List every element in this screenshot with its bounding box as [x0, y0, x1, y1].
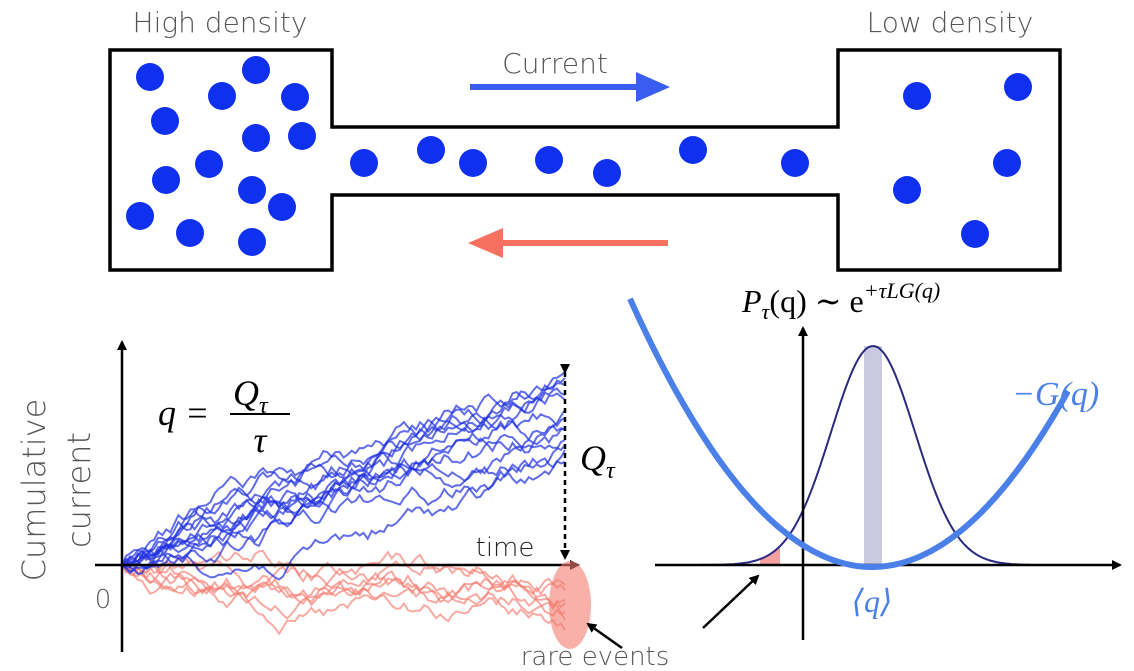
- formula-numerator: Qτ: [233, 373, 269, 419]
- diagram: High density Low density Current Cumulat…: [0, 0, 1134, 671]
- particle: [238, 228, 266, 256]
- delta-sub: τ: [606, 458, 616, 484]
- particle: [459, 149, 487, 177]
- particle: [238, 176, 266, 204]
- particle: [136, 63, 164, 91]
- tail-arrow: [703, 576, 758, 628]
- distribution-label: Pτ(q) ∼ e+τLG(q): [741, 278, 940, 324]
- dist-sup: +τLG(q): [864, 278, 941, 303]
- rare-events-label: rare events: [521, 642, 670, 671]
- formula-q: Q: [233, 373, 259, 413]
- rare-event-region: [549, 561, 591, 649]
- mean-band: [864, 346, 882, 565]
- y-label-1: Cumulative: [15, 399, 53, 582]
- particle: [1004, 73, 1032, 101]
- distribution-curve: [680, 346, 1030, 565]
- dist-p: P: [741, 283, 762, 319]
- particle: [268, 193, 296, 221]
- particle: [893, 176, 921, 204]
- particle: [242, 56, 270, 84]
- particle: [961, 220, 989, 248]
- particle: [781, 149, 809, 177]
- origin-label: 0: [95, 585, 112, 615]
- formula-sub: τ: [259, 393, 269, 419]
- particle: [152, 166, 180, 194]
- particle: [176, 219, 204, 247]
- left-label: High density: [133, 6, 308, 39]
- y-label-2: current: [60, 432, 98, 548]
- trajectory: [122, 557, 565, 630]
- rate-function-label: −G(q): [1012, 376, 1099, 413]
- particle: [151, 107, 179, 135]
- particle: [535, 146, 563, 174]
- current-label: Current: [502, 47, 608, 80]
- particle: [679, 136, 707, 164]
- dist-rest: (q) ∼ e: [769, 283, 863, 319]
- particle: [993, 149, 1021, 177]
- reverse-arrow-head: [468, 228, 503, 258]
- particle: [350, 149, 378, 177]
- particle: [242, 124, 270, 152]
- particle: [417, 136, 445, 164]
- particle: [208, 82, 236, 110]
- particle: [195, 150, 223, 178]
- mean-label: ⟨q⟩: [852, 583, 893, 619]
- current-arrow-head: [636, 72, 670, 102]
- right-label: Low density: [867, 6, 1034, 39]
- particle: [288, 122, 316, 150]
- delta-q: Q: [580, 438, 606, 478]
- rate-function-curve: [630, 299, 1068, 567]
- particle: [903, 82, 931, 110]
- particle: [126, 202, 154, 230]
- formula-denominator: τ: [254, 420, 268, 460]
- particle: [593, 159, 621, 187]
- particle: [281, 83, 309, 111]
- delta-label: Qτ: [580, 438, 616, 484]
- x-label: time: [476, 533, 535, 563]
- formula-lhs: q =: [158, 393, 209, 433]
